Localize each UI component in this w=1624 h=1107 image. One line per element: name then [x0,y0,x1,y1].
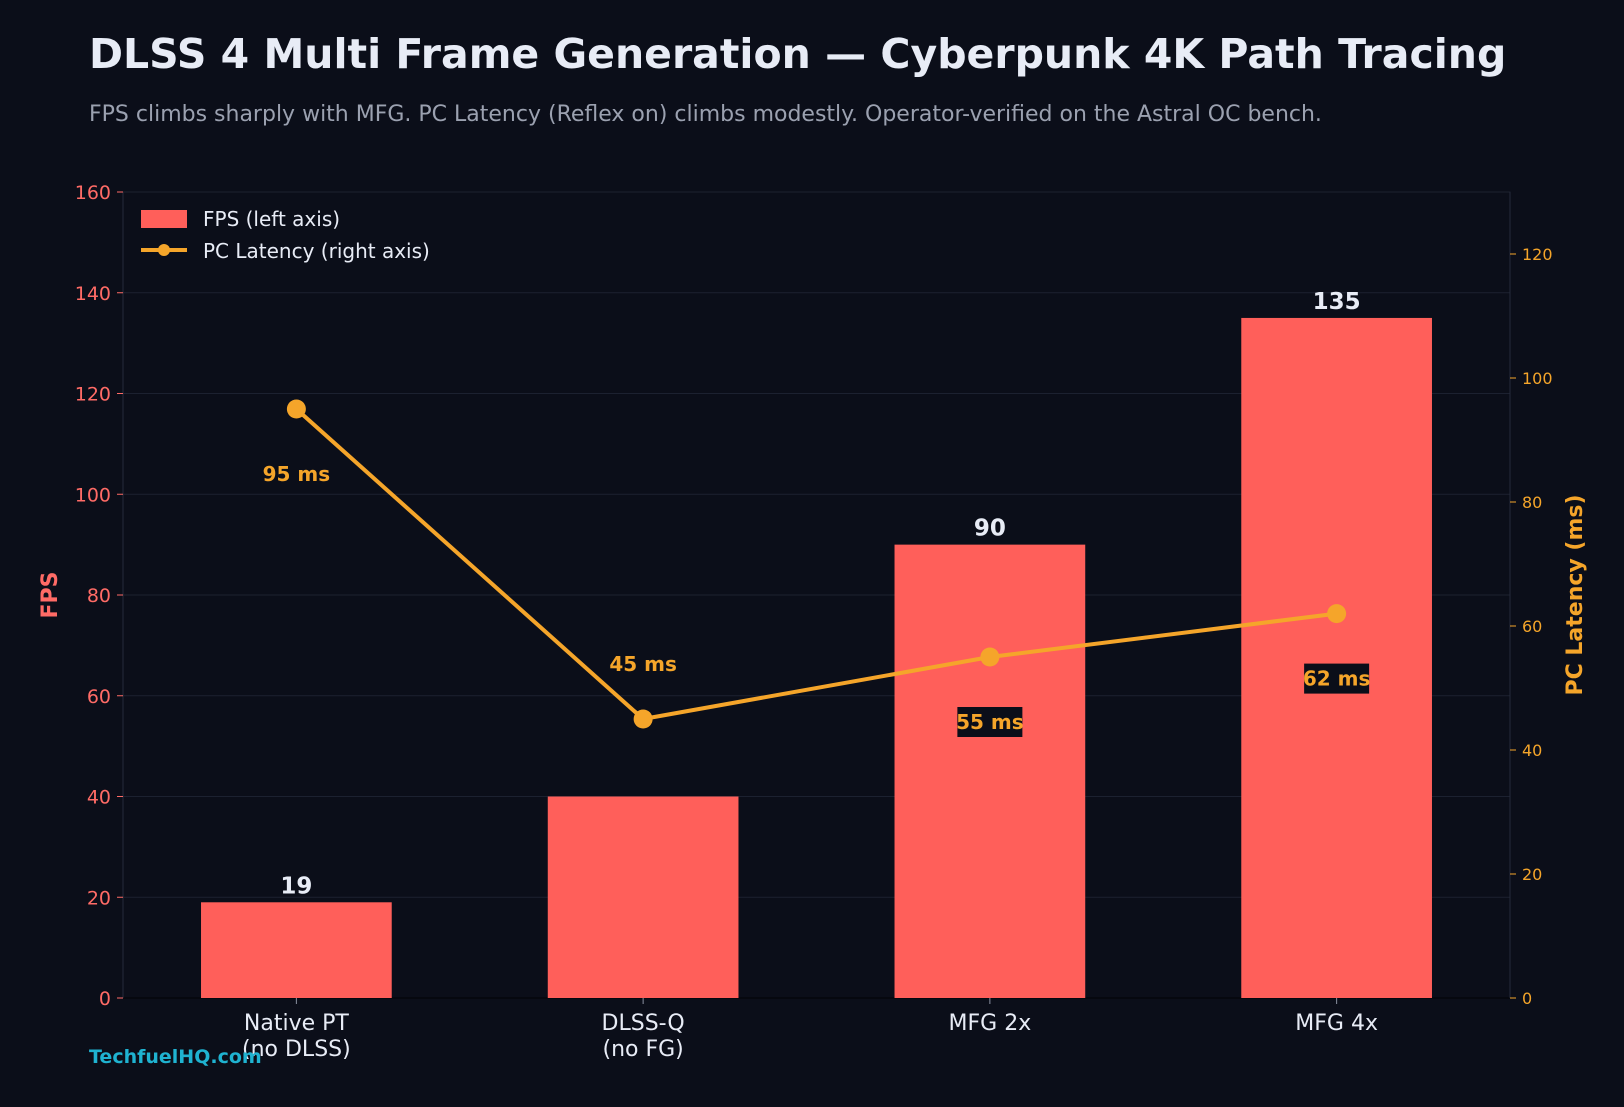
fps-bar [548,797,739,999]
latency-value-label: 95 ms [263,462,331,486]
right-axis-title: PC Latency (ms) [1563,494,1588,695]
latency-point [634,710,653,729]
fps-value-label: 19 [280,873,312,899]
left-axis-title: FPS [38,572,63,619]
x-tick-label: MFG 4x [1295,1011,1378,1036]
x-tick-label: (no FG) [602,1037,683,1062]
legend-marker-latency [158,244,170,256]
right-tick-label: 0 [1522,989,1532,1008]
fps-bar [201,902,392,998]
legend-swatch-fps [141,210,187,228]
latency-point [1327,604,1346,623]
legend-label-fps: FPS (left axis) [203,207,340,231]
left-tick-label: 0 [99,988,111,1010]
x-tick-label: DLSS-Q [602,1011,685,1036]
x-tick-label: Native PT [244,1011,349,1036]
right-tick-label: 80 [1522,493,1542,512]
latency-point [287,400,306,419]
fps-bar [895,545,1086,998]
fps-bar [1241,318,1432,998]
left-tick-label: 60 [87,686,111,708]
latency-value-label: 55 ms [956,710,1024,734]
right-tick-label: 20 [1522,865,1542,884]
right-tick-label: 100 [1522,369,1553,388]
legend-label-latency: PC Latency (right axis) [203,239,430,263]
left-tick-label: 40 [87,787,111,809]
x-tick-label: MFG 2x [949,1011,1032,1036]
left-tick-label: 20 [87,887,111,909]
latency-value-label: 45 ms [609,652,677,676]
right-tick-label: 60 [1522,617,1542,636]
watermark-brand[interactable]: TechfuelHQ.com [89,1046,262,1068]
latency-line [296,409,1336,719]
left-tick-label: 100 [75,484,111,506]
fps-value-label: 90 [974,516,1006,542]
right-tick-label: 40 [1522,741,1542,760]
left-tick-label: 80 [87,585,111,607]
fps-value-label: 135 [1313,289,1361,315]
left-tick-label: 120 [75,384,111,406]
latency-point [980,648,999,667]
left-tick-label: 140 [75,283,111,305]
right-tick-label: 120 [1522,245,1553,264]
latency-value-label: 62 ms [1303,667,1371,691]
left-tick-label: 160 [75,182,111,204]
